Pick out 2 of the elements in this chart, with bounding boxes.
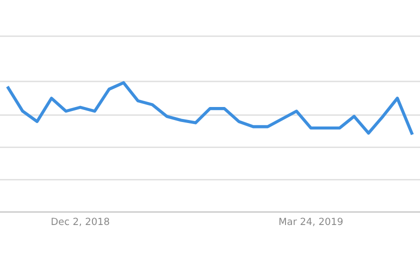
- x-tick-label: Dec 2, 2018: [52, 218, 110, 226]
- x-tick-label: Mar 24, 2019: [279, 218, 343, 226]
